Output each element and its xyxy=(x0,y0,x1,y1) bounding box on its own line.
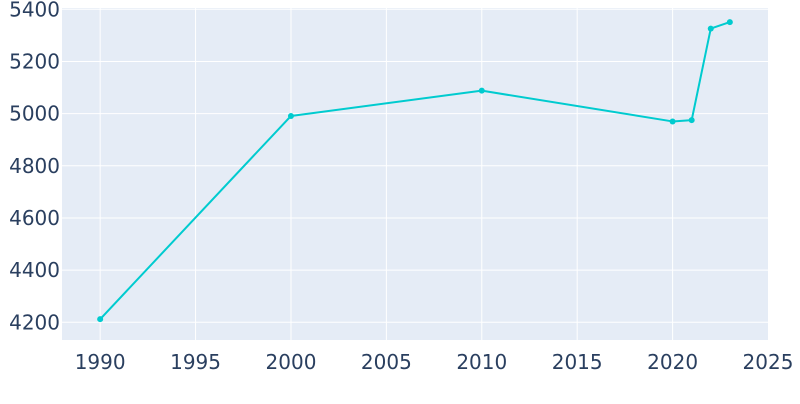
x-tick-label: 1995 xyxy=(170,350,221,374)
y-tick-label: 4800 xyxy=(9,154,60,178)
plot-area xyxy=(62,8,768,340)
x-tick-label: 2000 xyxy=(266,350,317,374)
y-tick-label: 4400 xyxy=(9,258,60,282)
x-tick-label: 2005 xyxy=(361,350,412,374)
y-tick-label: 5200 xyxy=(9,49,60,73)
x-tick-label: 1990 xyxy=(75,350,126,374)
series-layer xyxy=(97,19,733,323)
data-point[interactable] xyxy=(287,112,294,119)
y-tick-label: 4600 xyxy=(9,206,60,230)
x-tick-label: 2010 xyxy=(456,350,507,374)
data-point[interactable] xyxy=(669,118,676,125)
x-tick-label: 2025 xyxy=(743,350,794,374)
data-point[interactable] xyxy=(707,25,714,32)
y-tick-label: 4200 xyxy=(9,310,60,334)
data-point[interactable] xyxy=(726,19,733,26)
y-tick-label: 5000 xyxy=(9,102,60,126)
y-tick-label: 5400 xyxy=(9,0,60,21)
x-tick-label: 2015 xyxy=(552,350,603,374)
x-tick-label: 2020 xyxy=(647,350,698,374)
data-point[interactable] xyxy=(478,87,485,94)
x-axis-tick-labels: 1990 1995 2000 2005 2010 2015 2020 2025 xyxy=(75,350,794,374)
y-axis-tick-labels: 4200 4400 4600 4800 5000 5200 5400 xyxy=(9,0,60,334)
data-point[interactable] xyxy=(97,316,104,323)
data-point[interactable] xyxy=(688,117,695,124)
gridlines xyxy=(62,8,768,340)
